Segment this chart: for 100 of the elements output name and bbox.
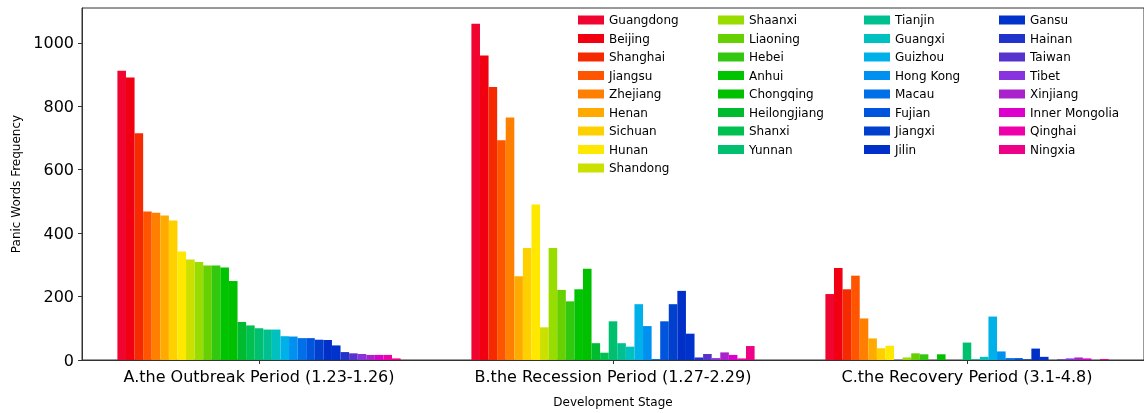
bar <box>471 23 480 360</box>
bar <box>280 336 290 360</box>
legend-label: Inner Mongolia <box>1030 105 1120 120</box>
bar <box>263 329 272 360</box>
bar <box>876 348 886 360</box>
bar <box>357 353 367 360</box>
bar <box>117 70 126 360</box>
legend-label: Yunnan <box>748 142 793 157</box>
bar <box>548 248 558 360</box>
bar <box>374 354 384 360</box>
bar <box>625 346 635 360</box>
bar <box>557 289 566 360</box>
legend-label: Chongqing <box>749 87 814 101</box>
bar <box>851 275 860 360</box>
x-tick-label: A.the Outbreak Period (1.23-1.26) <box>123 366 395 386</box>
legend-label: Guangxi <box>895 31 945 46</box>
y-tick-label: 0 <box>63 350 74 370</box>
bar <box>383 354 393 360</box>
bar <box>479 55 489 360</box>
bar <box>254 328 264 360</box>
bar <box>728 354 738 360</box>
bar <box>522 248 532 360</box>
legend-label: Guangdong <box>609 13 679 27</box>
legend-label: Zhejiang <box>609 87 662 101</box>
legend-label: Hainan <box>1030 31 1073 46</box>
bar <box>936 354 946 360</box>
bar <box>237 321 247 360</box>
bar <box>306 338 315 360</box>
y-tick-label: 400 <box>43 223 74 243</box>
legend-label: Hong Kong <box>895 68 961 83</box>
bar <box>859 318 869 360</box>
bar <box>488 86 498 360</box>
y-tick-label: 800 <box>43 96 74 116</box>
legend-label: Henan <box>609 105 648 120</box>
bar <box>668 304 678 360</box>
bar <box>349 353 358 360</box>
legend-label: Jilin <box>894 142 917 157</box>
bar <box>160 215 169 360</box>
bar <box>203 265 212 360</box>
legend-label: Shandong <box>609 161 670 175</box>
bar <box>366 354 375 360</box>
bar <box>997 351 1006 360</box>
x-tick-label: C.the Recovery Period (3.1-4.8) <box>841 366 1093 386</box>
legend-label: Shanghai <box>609 50 666 64</box>
bar <box>833 268 843 360</box>
bar <box>902 357 912 360</box>
legend-label: Qinghai <box>1030 124 1077 138</box>
bar <box>565 301 575 360</box>
legend-label: Hunan <box>609 142 649 157</box>
y-tick-label: 600 <box>43 160 74 180</box>
legend-label: Sichuan <box>609 124 657 138</box>
bar <box>177 251 187 360</box>
legend-label: Jiangxi <box>894 124 935 138</box>
legend-label: Tianjin <box>894 13 935 27</box>
bar <box>531 204 541 360</box>
bar <box>634 304 644 360</box>
bar <box>600 352 609 360</box>
bar <box>885 345 895 360</box>
bar <box>911 353 920 360</box>
y-tick-label: 1000 <box>33 33 74 53</box>
bar <box>842 289 852 360</box>
bar <box>746 346 755 360</box>
bar <box>825 294 834 360</box>
y-axis-title: Panic Words Frequency <box>9 114 24 254</box>
legend-label: Anhui <box>749 68 784 83</box>
bar <box>608 321 618 360</box>
bar <box>289 336 298 360</box>
legend-label: Jiangsu <box>608 68 653 83</box>
bar <box>1074 357 1083 360</box>
legend-label: Tibet <box>1029 68 1061 83</box>
legend-label: Hebei <box>749 50 784 64</box>
bar <box>151 212 161 360</box>
bar <box>340 352 350 360</box>
bar <box>186 259 195 360</box>
bar <box>505 117 515 360</box>
bar <box>168 220 178 360</box>
bar <box>194 262 204 360</box>
legend-label: Taiwan <box>1029 50 1071 64</box>
bar <box>540 327 549 360</box>
bar <box>617 343 626 360</box>
y-tick-label: 200 <box>43 287 74 307</box>
bar <box>591 343 601 360</box>
legend-label: Xinjiang <box>1030 87 1079 101</box>
x-tick-label: B.the Recession Period (1.27-2.29) <box>474 366 752 386</box>
legend-label: Shanxi <box>749 124 790 138</box>
bar <box>246 325 255 360</box>
x-axis-title: Development Stage <box>553 395 673 409</box>
bar <box>314 339 324 360</box>
legend-label: Macau <box>895 87 935 101</box>
bar <box>514 276 523 360</box>
legend-label: Liaoning <box>749 31 800 46</box>
bar <box>720 352 729 360</box>
legend-label: Ningxia <box>1030 142 1076 157</box>
bar <box>297 338 307 360</box>
legend-label: Fujian <box>895 105 931 120</box>
bar <box>211 265 221 360</box>
legend-label: Gansu <box>1030 13 1069 27</box>
bar <box>271 329 281 360</box>
bar <box>143 211 152 360</box>
bar <box>125 77 135 360</box>
